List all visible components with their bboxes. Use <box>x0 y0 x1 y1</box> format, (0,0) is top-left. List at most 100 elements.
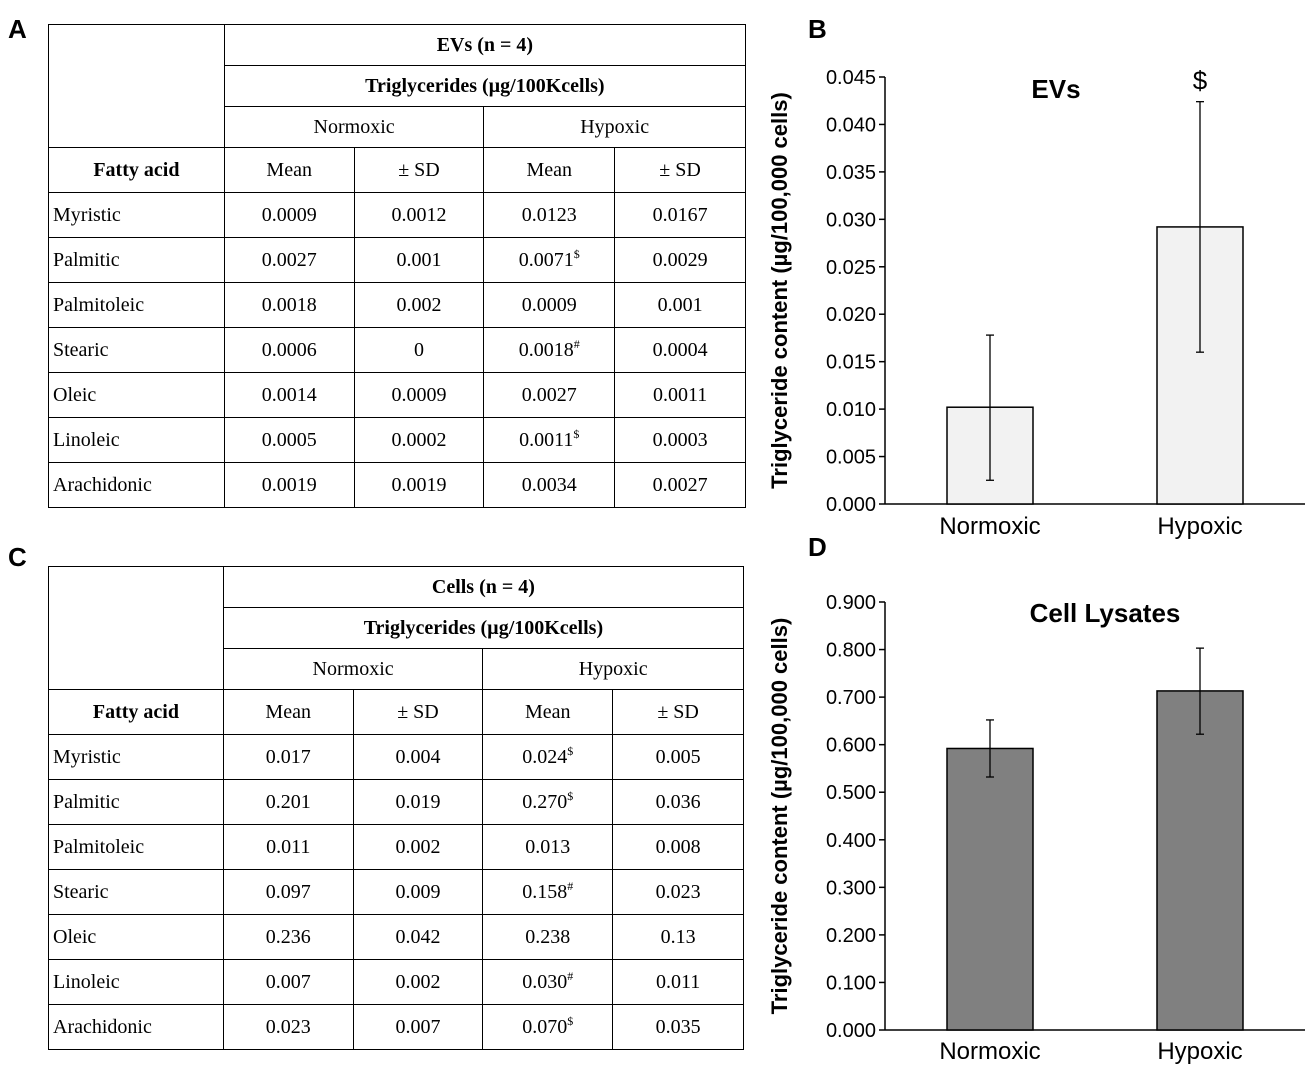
condition-hypoxic: Hypoxic <box>483 106 746 148</box>
hypoxic-mean-value: 0.238 <box>525 925 571 948</box>
y-tick-label: 0.000 <box>826 494 876 516</box>
condition-normoxic: Normoxic <box>223 106 485 148</box>
hypoxic-sd-cell: 0.005 <box>612 734 744 780</box>
significance-mark: $ <box>573 246 580 261</box>
chart-title: Cell Lysates <box>1030 598 1181 628</box>
y-tick-label: 0.700 <box>826 687 876 709</box>
cell-lysates-bar-chart: Triglyceride content (µg/100,000 cells) 0… <box>769 592 1305 1065</box>
hypoxic-mean-value: 0.0009 <box>521 293 577 316</box>
hypoxic-sd-cell: 0.035 <box>612 1004 744 1050</box>
normoxic-sd-cell: 0.042 <box>352 914 484 960</box>
normoxic-sd-cell: 0.0019 <box>353 462 485 508</box>
y-tick-label: 0.400 <box>826 830 876 852</box>
significance-mark: $ <box>573 426 580 441</box>
x-category-label: Hypoxic <box>1157 1038 1242 1065</box>
normoxic-sd-cell: 0.001 <box>353 237 485 283</box>
normoxic-mean-cell: 0.0014 <box>223 372 355 418</box>
fatty-acid-cell: Arachidonic <box>48 462 225 508</box>
significance-mark: $ <box>567 743 574 758</box>
header-sd: ± SD <box>352 689 484 735</box>
normoxic-sd-cell: 0.019 <box>352 779 484 825</box>
table-corner <box>48 566 224 690</box>
normoxic-mean-cell: 0.007 <box>222 959 354 1005</box>
hypoxic-mean-cell: 0.0011$ <box>483 417 616 463</box>
hypoxic-mean-value: 0.270 <box>522 790 568 813</box>
normoxic-sd-cell: 0.004 <box>352 734 484 780</box>
y-axis-label: Triglyceride content (µg/100,000 cells) <box>769 618 792 1015</box>
hypoxic-mean-value: 0.158 <box>522 880 568 903</box>
normoxic-mean-cell: 0.0005 <box>223 417 355 463</box>
table-row: Palmitoleic 0.0018 0.002 0.0009 0.001 <box>48 282 746 328</box>
y-tick-label: 0.500 <box>826 782 876 804</box>
panel-letter-a: A <box>8 14 27 44</box>
hypoxic-mean-cell: 0.238 <box>482 914 614 960</box>
measure-title: Triglycerides (µg/100Kcells) <box>222 607 745 649</box>
hypoxic-mean-cell: 0.0027 <box>483 372 616 418</box>
hypoxic-mean-value: 0.0027 <box>521 383 577 406</box>
fatty-acid-cell: Linoleic <box>48 959 224 1005</box>
table-row: Palmitoleic 0.011 0.002 0.013 0.008 <box>48 824 744 870</box>
normoxic-mean-cell: 0.023 <box>222 1004 354 1050</box>
x-category-label: Normoxic <box>939 1038 1040 1065</box>
normoxic-sd-cell: 0.0002 <box>353 417 485 463</box>
fatty-acid-cell: Stearic <box>48 869 224 915</box>
table-row: Palmitic 0.201 0.019 0.270$ 0.036 <box>48 779 744 825</box>
hypoxic-mean-value: 0.0071 <box>518 248 574 271</box>
hypoxic-mean-value: 0.030 <box>522 970 568 993</box>
y-tick-label: 0.800 <box>826 640 876 662</box>
normoxic-mean-cell: 0.0006 <box>223 327 355 373</box>
normoxic-sd-cell: 0.0009 <box>353 372 485 418</box>
header-sd: ± SD <box>614 147 746 193</box>
bar-hypoxic <box>1156 690 1244 1031</box>
y-tick-label: 0.040 <box>826 114 876 136</box>
panel-letter-d: D <box>808 532 827 562</box>
table-row: Linoleic 0.007 0.002 0.030# 0.011 <box>48 959 744 1005</box>
hypoxic-mean-value: 0.070 <box>522 1015 568 1038</box>
header-mean: Mean <box>482 689 614 735</box>
hypoxic-mean-cell: 0.024$ <box>482 734 614 780</box>
hypoxic-mean-value: 0.0034 <box>521 473 577 496</box>
hypoxic-mean-value: 0.0018 <box>518 338 574 361</box>
hypoxic-mean-cell: 0.158# <box>482 869 614 915</box>
normoxic-mean-cell: 0.0019 <box>223 462 355 508</box>
y-tick-label: 0.300 <box>826 877 876 899</box>
table-row: Oleic 0.236 0.042 0.238 0.13 <box>48 914 744 960</box>
chart-title: EVs <box>1031 74 1080 104</box>
hypoxic-sd-cell: 0.001 <box>614 282 746 328</box>
fatty-acid-cell: Myristic <box>48 192 225 238</box>
group-title: EVs (n = 4) <box>223 24 747 66</box>
hypoxic-sd-cell: 0.0167 <box>614 192 746 238</box>
y-tick-label: 0.005 <box>826 447 876 469</box>
normoxic-sd-cell: 0.009 <box>352 869 484 915</box>
normoxic-mean-cell: 0.201 <box>222 779 354 825</box>
y-tick-label: 0.900 <box>826 592 876 614</box>
x-category-label: Hypoxic <box>1157 513 1242 540</box>
fatty-acid-cell: Arachidonic <box>48 1004 224 1050</box>
significance-mark: $ <box>567 788 574 803</box>
hypoxic-mean-cell: 0.0009 <box>483 282 616 328</box>
hypoxic-mean-value: 0.024 <box>522 745 568 768</box>
normoxic-mean-cell: 0.0027 <box>223 237 355 283</box>
header-sd: ± SD <box>353 147 485 193</box>
y-tick-label: 0.035 <box>826 162 876 184</box>
header-mean: Mean <box>483 147 616 193</box>
y-tick-label: 0.200 <box>826 925 876 947</box>
header-sd: ± SD <box>612 689 744 735</box>
y-tick-label: 0.025 <box>826 257 876 279</box>
normoxic-mean-cell: 0.017 <box>222 734 354 780</box>
condition-normoxic: Normoxic <box>222 648 484 690</box>
y-tick-label: 0.015 <box>826 352 876 374</box>
normoxic-sd-cell: 0.002 <box>352 959 484 1005</box>
fatty-acid-cell: Linoleic <box>48 417 225 463</box>
evs-fatty-acid-table: EVs (n = 4) Triglycerides (µg/100Kcells)… <box>48 24 747 508</box>
hypoxic-mean-cell: 0.0018# <box>483 327 616 373</box>
hypoxic-sd-cell: 0.0027 <box>614 462 746 508</box>
group-title: Cells (n = 4) <box>222 566 745 608</box>
table-row: Linoleic 0.0005 0.0002 0.0011$ 0.0003 <box>48 417 746 463</box>
y-tick-label: 0.020 <box>826 304 876 326</box>
significance-mark: # <box>567 968 574 983</box>
table-corner <box>48 24 225 148</box>
fatty-acid-cell: Palmitoleic <box>48 824 224 870</box>
table-row: Stearic 0.097 0.009 0.158# 0.023 <box>48 869 744 915</box>
header-mean: Mean <box>223 147 355 193</box>
